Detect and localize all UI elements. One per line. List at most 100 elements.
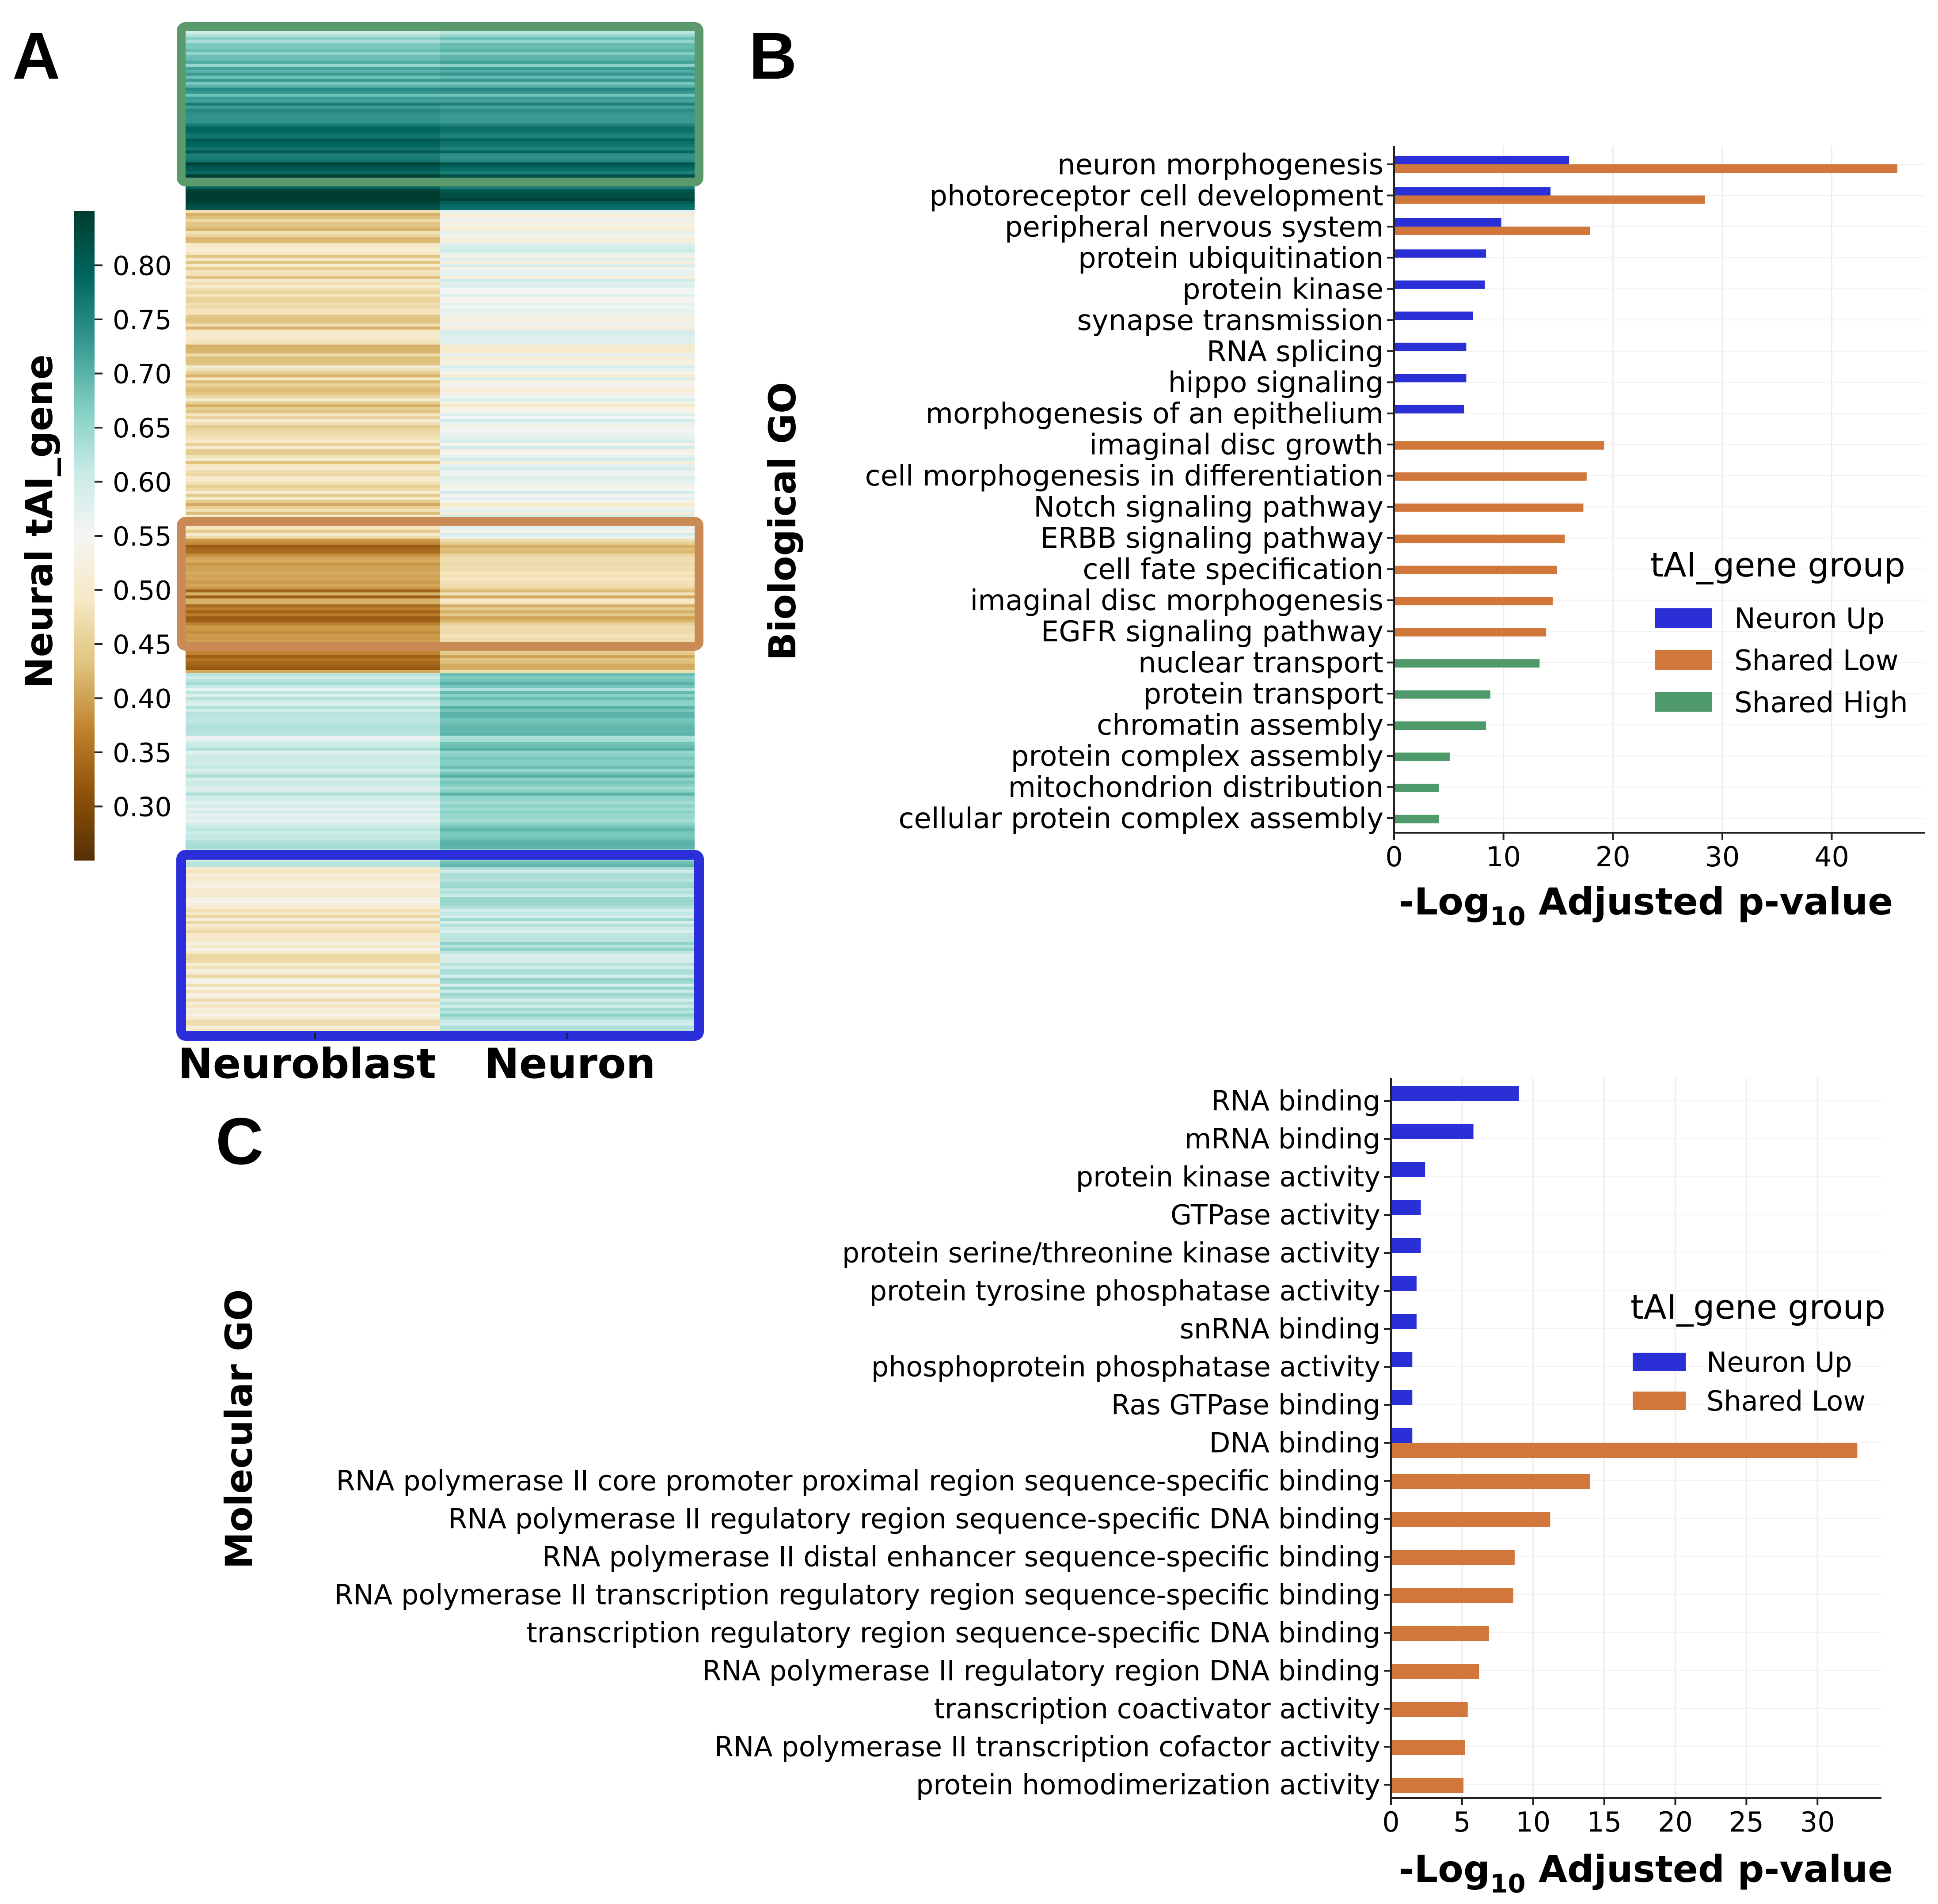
heatmap-cell xyxy=(186,888,440,891)
heatmap-cell xyxy=(186,933,440,937)
heatmap-cell xyxy=(186,186,440,190)
heatmap-cell xyxy=(440,969,695,972)
heatmap-cell xyxy=(186,159,440,163)
heatmap-cell xyxy=(186,664,440,668)
heatmap-cell xyxy=(440,825,695,829)
bar-neuron-up-rna-splicing xyxy=(1394,342,1467,351)
x-tick-label: 0 xyxy=(1385,841,1402,873)
heatmap-cell xyxy=(186,189,440,193)
colorbar-tick-label: 0.45 xyxy=(113,630,172,660)
heatmap-cell xyxy=(440,927,695,930)
heatmap-cell xyxy=(440,102,695,106)
heatmap-cell xyxy=(440,341,695,345)
shared-low-box xyxy=(177,517,703,651)
heatmap-cell xyxy=(440,135,695,139)
category-label-chromatin-assembly: chromatin assembly xyxy=(1097,709,1383,742)
heatmap-cell xyxy=(186,747,440,751)
heatmap-cell xyxy=(186,461,440,464)
heatmap-cell xyxy=(440,685,695,689)
heatmap-cell xyxy=(186,108,440,112)
heatmap-cell xyxy=(186,419,440,423)
heatmap-cell xyxy=(186,207,440,211)
heatmap-cell xyxy=(440,153,695,157)
heatmap-cell xyxy=(440,108,695,112)
heatmap-cell xyxy=(186,754,440,757)
heatmap-cell xyxy=(186,165,440,169)
panel-label-b: B xyxy=(749,19,797,93)
heatmap-cell xyxy=(440,771,695,775)
heatmap-cell xyxy=(440,769,695,772)
heatmap-cell xyxy=(186,437,440,440)
heatmap-cell xyxy=(440,861,695,865)
heatmap-cell xyxy=(440,598,695,602)
heatmap-cell xyxy=(440,249,695,252)
heatmap-cell xyxy=(440,607,695,611)
heatmap-cell xyxy=(440,532,695,536)
heatmap-cell xyxy=(186,64,440,67)
heatmap-cell xyxy=(186,960,440,963)
heatmap-cell xyxy=(186,589,440,593)
heatmap-cell xyxy=(440,891,695,895)
legend-label-shared-high: Shared High xyxy=(1734,687,1908,719)
heatmap-cell xyxy=(440,637,695,641)
heatmap-cell xyxy=(186,810,440,814)
heatmap-cell xyxy=(440,798,695,802)
category-label-notch-signaling-pathway: Notch signaling pathway xyxy=(1034,491,1383,524)
category-label-rna-polymerase-ii-regulatory-region-sequence-specific-dna-binding: RNA polymerase II regulatory region sequ… xyxy=(448,1503,1380,1535)
heatmap-cell xyxy=(186,807,440,811)
heatmap-cell xyxy=(440,924,695,927)
category-label-protein-kinase: protein kinase xyxy=(1182,273,1383,306)
heatmap-cell xyxy=(186,652,440,656)
heatmap-cell xyxy=(186,147,440,151)
heatmap-cell xyxy=(440,864,695,868)
heatmap-cell xyxy=(440,589,695,593)
heatmap-cell xyxy=(440,174,695,178)
heatmap-cell xyxy=(440,231,695,235)
heatmap-cell xyxy=(440,138,695,142)
category-labels: RNA binding mRNA binding protein kinase ac… xyxy=(334,1085,1391,1801)
heatmap-cell xyxy=(440,284,695,288)
heatmap-cell xyxy=(440,655,695,659)
heatmap-cell xyxy=(440,706,695,709)
heatmap-cell xyxy=(440,198,695,201)
heatmap-cell xyxy=(186,93,440,97)
colorbar-tick-label: 0.40 xyxy=(113,684,172,715)
x-tick-label: 30 xyxy=(1705,841,1740,873)
heatmap-cell xyxy=(440,747,695,751)
heatmap-cell xyxy=(440,150,695,154)
heatmap-cell xyxy=(186,249,440,252)
heatmap-cell xyxy=(186,679,440,683)
heatmap-cell xyxy=(440,64,695,67)
colorbar-tick-label: 0.50 xyxy=(113,576,172,607)
heatmap-cell xyxy=(440,455,695,459)
heatmap-cell xyxy=(440,99,695,103)
heatmap-cell xyxy=(440,732,695,736)
heatmap-cell xyxy=(186,76,440,79)
heatmap-cell xyxy=(440,786,695,790)
heatmap-cell xyxy=(186,455,440,459)
x-axis-label-prefix: -Log xyxy=(1399,880,1490,923)
heatmap-cell xyxy=(440,625,695,629)
heatmap-cell xyxy=(440,670,695,674)
molecular-go-chart: RNA binding mRNA binding protein kinase ac… xyxy=(217,1078,1893,1899)
heatmap-cell xyxy=(186,296,440,300)
heatmap-cell xyxy=(440,57,695,61)
category-label-dna-binding: DNA binding xyxy=(1209,1427,1380,1459)
heatmap-cell xyxy=(440,697,695,701)
heatmap-cell xyxy=(440,756,695,760)
heatmap-cell xyxy=(186,864,440,868)
heatmap-cell xyxy=(440,258,695,262)
heatmap-cell xyxy=(440,273,695,277)
heatmap-cell xyxy=(186,308,440,312)
colorbar-ticks: 0.80 0.75 0.70 0.65 0.60 0.55 0.50 0.45 0.40 0.35… xyxy=(95,251,172,823)
heatmap-cell xyxy=(186,377,440,381)
x-tick-label: 15 xyxy=(1587,1806,1622,1838)
heatmap-cell xyxy=(440,118,695,121)
heatmap-cell xyxy=(186,912,440,915)
heatmap-cell xyxy=(186,774,440,778)
heatmap-cell xyxy=(186,255,440,258)
legend-swatch-neuron-up xyxy=(1655,608,1712,628)
heatmap-cell xyxy=(186,583,440,587)
heatmap-cell xyxy=(186,685,440,689)
